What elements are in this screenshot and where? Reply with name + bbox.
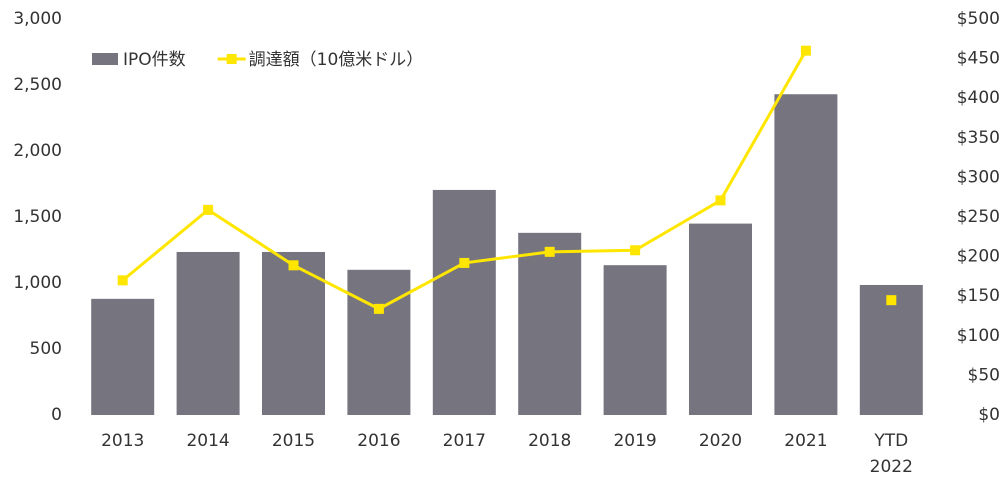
bar: [347, 269, 411, 415]
x-tick-label: 2015: [272, 431, 315, 451]
bar: [859, 284, 923, 415]
legend-swatch: [92, 53, 118, 65]
y-tick-label: 1,500: [13, 207, 62, 227]
x-tick-label: 2020: [699, 431, 742, 451]
y2-tick-label: $450: [957, 49, 1000, 69]
legend-label: IPO件数: [123, 50, 186, 70]
y2-tick-label: $0: [978, 405, 1000, 425]
bar: [774, 94, 838, 416]
y2-tick-label: $200: [957, 247, 1000, 267]
x-tick-label: 2014: [186, 431, 229, 451]
marker: [800, 45, 811, 56]
marker: [544, 246, 555, 257]
y2-tick-label: $500: [957, 9, 1000, 29]
y-tick-label: 0: [51, 405, 62, 425]
marker: [373, 303, 384, 314]
y2-tick-label: $100: [957, 326, 1000, 346]
x-tick-label: 2021: [784, 431, 827, 451]
y2-tick-label: $400: [957, 88, 1000, 108]
bar: [518, 232, 582, 415]
x-tick-label: 2018: [528, 431, 571, 451]
y2-tick-label: $150: [957, 286, 1000, 306]
x-tick-label: 2016: [357, 431, 400, 451]
y2-tick-label: $50: [968, 365, 1000, 385]
marker: [886, 295, 897, 306]
marker: [203, 204, 214, 215]
legend-label: 調達額（10億米ドル）: [249, 50, 424, 70]
bar: [432, 189, 496, 415]
y2-tick-label: $300: [957, 167, 1000, 187]
y-tick-label: 2,500: [13, 75, 62, 95]
y2-tick-label: $350: [957, 128, 1000, 148]
bar: [603, 265, 667, 415]
y-tick-label: 3,000: [13, 9, 62, 29]
bar: [91, 298, 155, 415]
x-tick-label: YTD 2022: [870, 431, 913, 477]
bar: [689, 223, 752, 415]
marker: [117, 275, 128, 286]
y-tick-label: 2,000: [13, 141, 62, 161]
legend-swatch: [226, 54, 237, 64]
marker: [630, 245, 641, 256]
y-tick-label: 500: [30, 339, 62, 359]
x-tick-label: 2017: [443, 431, 486, 451]
y-tick-label: 1,000: [13, 273, 62, 293]
x-tick-label: 2013: [101, 431, 144, 451]
bar: [176, 251, 240, 415]
marker: [288, 260, 299, 271]
marker: [459, 257, 470, 268]
marker: [715, 195, 726, 206]
x-tick-label: 2019: [613, 431, 656, 451]
bar: [262, 251, 325, 415]
y2-tick-label: $250: [957, 207, 1000, 227]
